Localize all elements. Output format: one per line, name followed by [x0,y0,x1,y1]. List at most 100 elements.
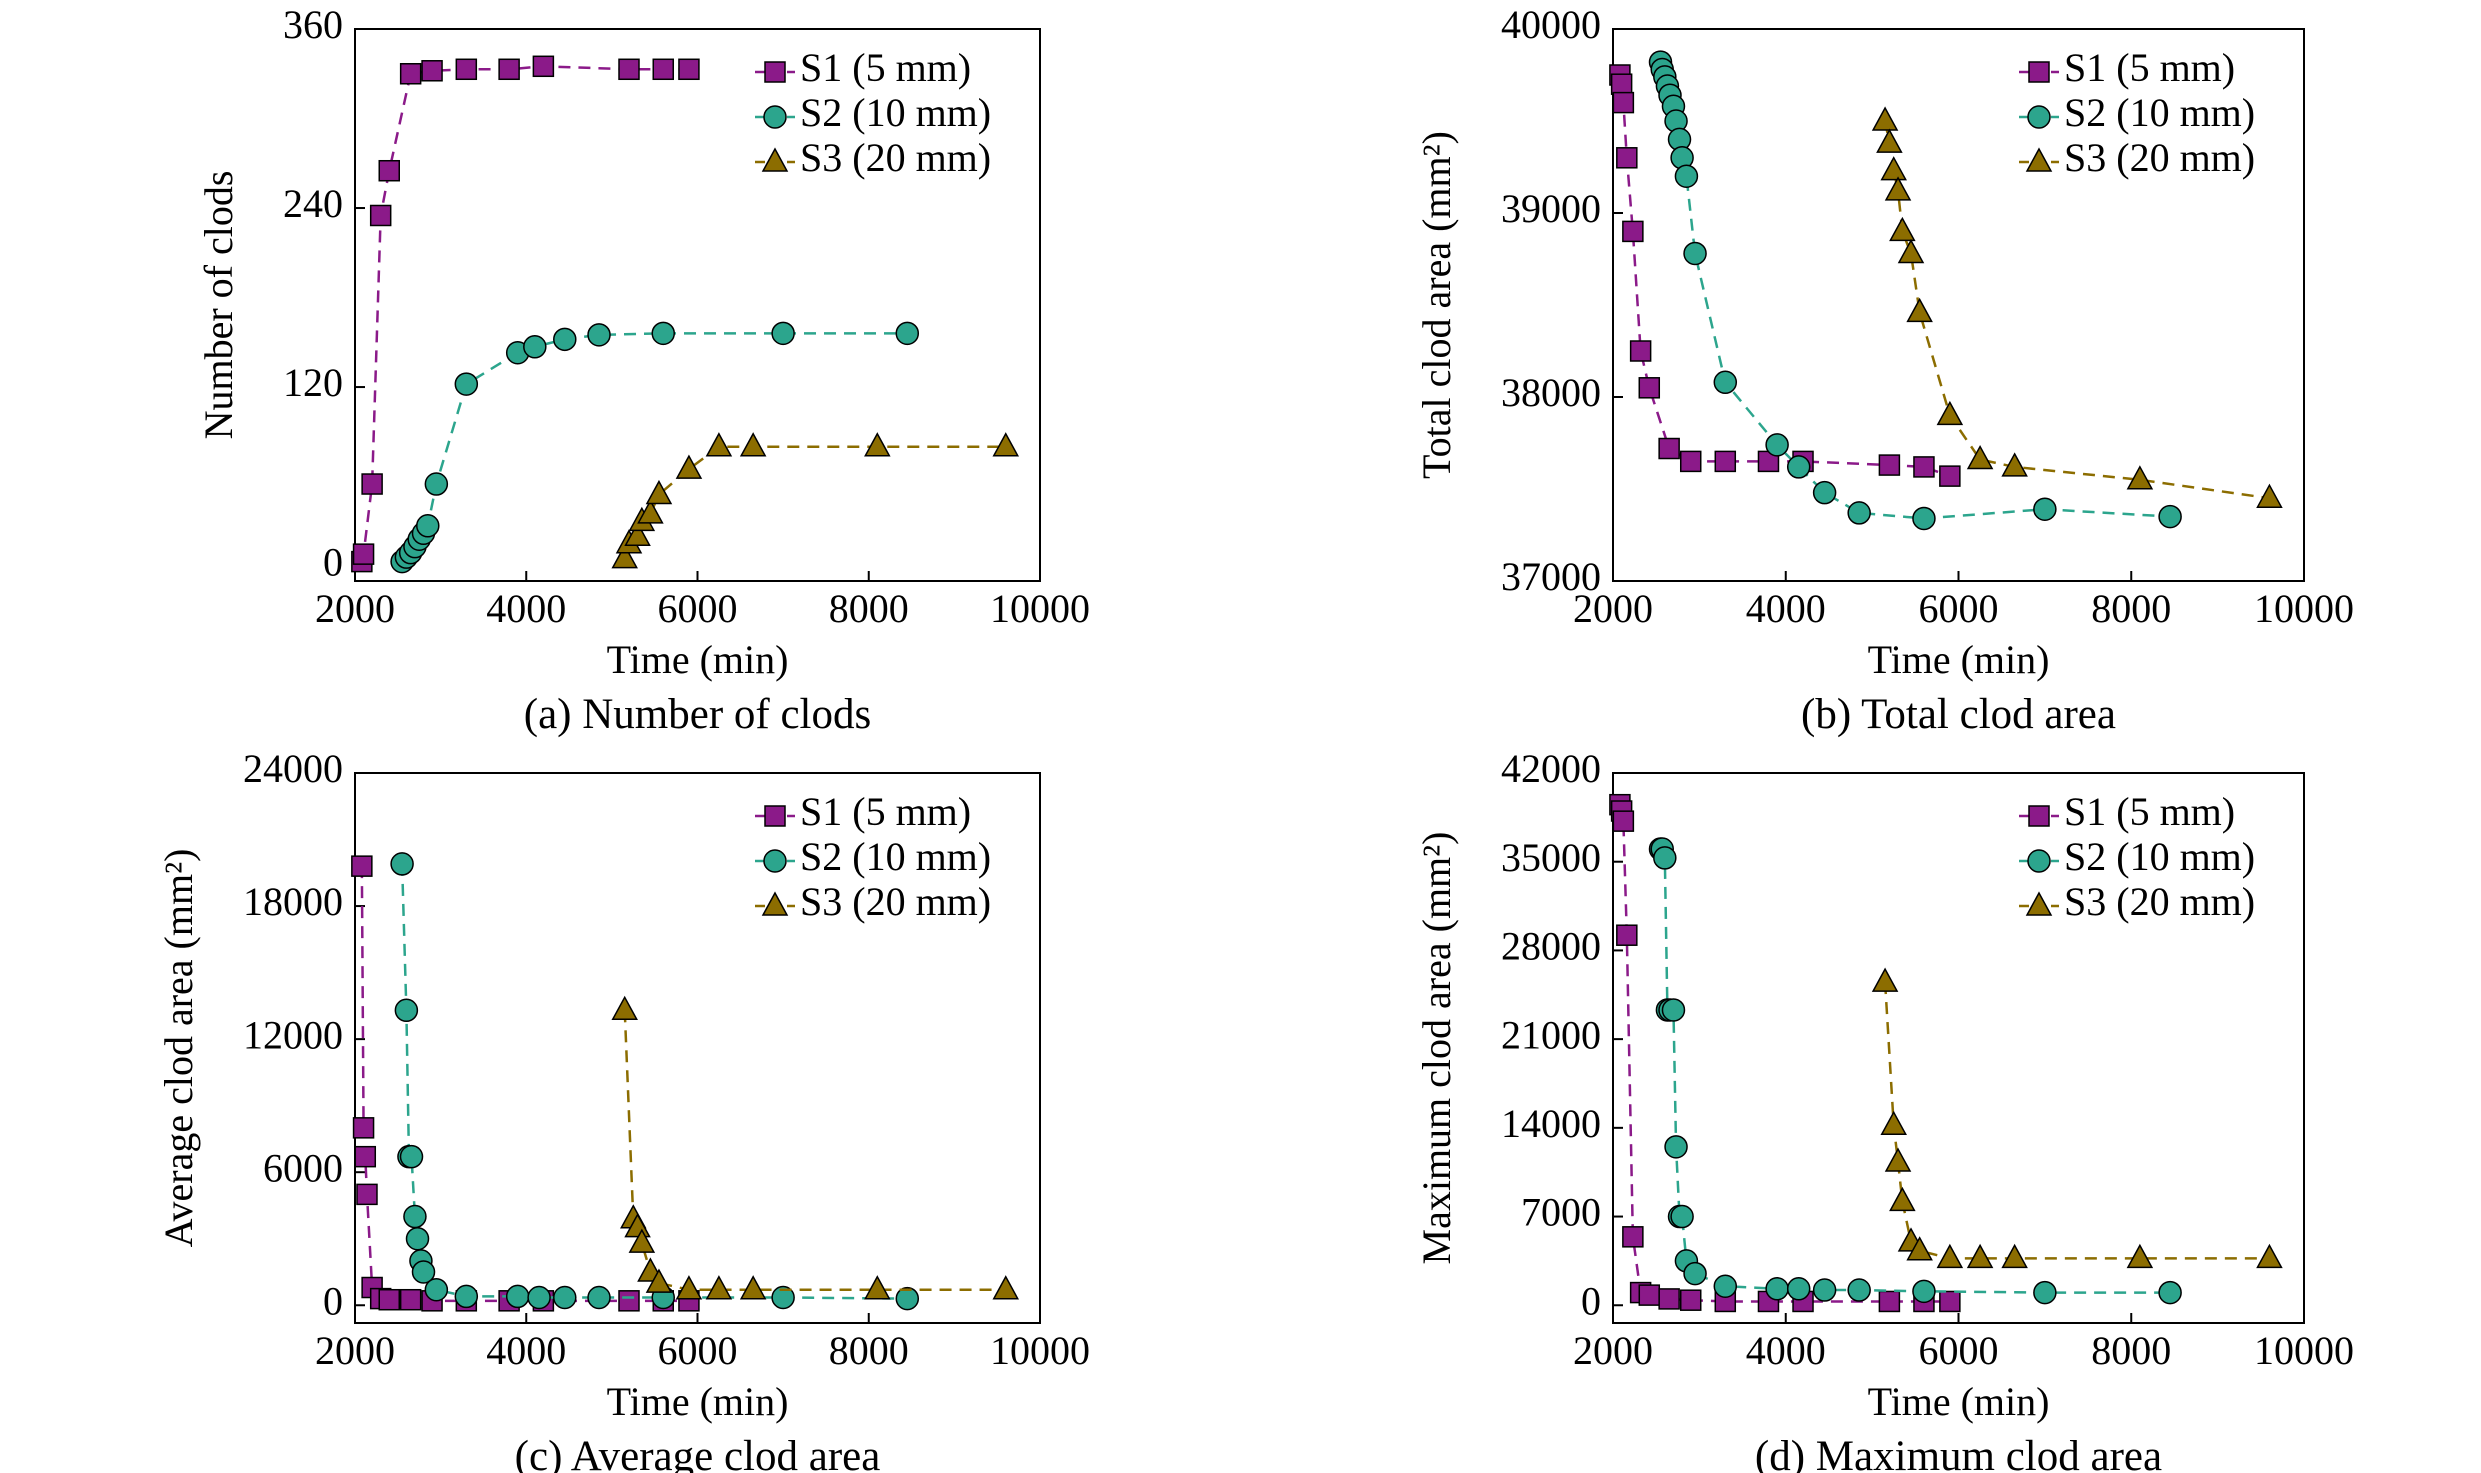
marker-circle [424,472,449,496]
panel-caption: (d) Maximum clod area [1755,1433,2162,1473]
marker-circle [771,1285,795,1310]
marker-circle [1765,1277,1789,1301]
legend-label: S1 (5 mm) [800,789,971,834]
x-axis-label: Time (min) [607,1379,789,1424]
marker-square [1913,456,1935,478]
marker-square [1616,147,1638,169]
marker-triangle [1906,1236,1933,1261]
panel-caption: (a) Number of clods [524,691,871,738]
marker-circle [1812,1278,1837,1302]
legend-marker [2025,891,2053,916]
marker-triangle [739,432,767,457]
marker-circle [1847,1278,1871,1302]
marker-triangle [2256,483,2283,508]
marker-square [351,855,373,877]
legend-label: S1 (5 mm) [2064,45,2235,90]
marker-circle [553,1285,577,1310]
marker-circle [1661,998,1686,1022]
x-tick-label: 4000 [1746,586,1826,631]
marker-square [652,58,674,81]
marker-circle [1912,1279,1936,1304]
marker-triangle [1880,1110,1907,1136]
marker-square [1638,1284,1661,1306]
legend-label: S2 (10 mm) [800,90,991,135]
y-tick-label: 0 [323,1278,343,1323]
x-tick-label: 10000 [990,586,1090,631]
x-tick-label: 6000 [658,586,738,631]
y-tick-label: 6000 [263,1145,343,1190]
series-line [401,332,908,563]
marker-circle [527,1285,551,1310]
marker-circle [399,1144,424,1169]
marker-square [421,60,443,82]
x-tick-label: 2000 [1573,586,1653,631]
marker-triangle [628,1228,656,1253]
marker-triangle [1889,1186,1916,1212]
marker-circle [1912,506,1936,531]
legend-marker [763,105,787,129]
marker-circle [2033,1280,2057,1305]
marker-square [1878,1290,1901,1313]
marker-triangle [864,1275,891,1300]
marker-triangle [611,544,638,569]
marker-circle [553,327,577,352]
legend-label: S3 (20 mm) [800,879,991,924]
legend-marker [2028,805,2050,827]
marker-square [455,58,478,81]
marker-square [356,1183,378,1206]
series-line [1618,804,1950,1303]
y-tick-label: 28000 [1501,924,1601,969]
x-tick-label: 8000 [829,1328,909,1373]
marker-triangle [1897,238,1925,264]
marker-circle [424,1277,449,1302]
legend-marker [2028,61,2050,83]
y-tick-label: 14000 [1501,1101,1601,1146]
x-tick-label: 8000 [2091,586,2171,631]
marker-circle [1683,1261,1707,1286]
legend-marker [2027,849,2051,873]
y-axis-label: Number of clods [196,171,241,440]
x-tick-label: 8000 [2091,1328,2171,1373]
marker-square [1622,220,1644,243]
marker-triangle [1880,156,1907,181]
legend-label: S3 (20 mm) [2064,879,2255,924]
marker-triangle [992,1275,1020,1300]
marker-circle [2033,497,2057,521]
marker-circle [771,321,795,346]
marker-circle [587,1285,611,1310]
marker-triangle [611,995,638,1021]
y-tick-label: 12000 [243,1012,343,1057]
y-tick-label: 42000 [1501,746,1601,791]
marker-circle [1713,370,1738,395]
marker-circle [895,1286,920,1311]
y-tick-label: 18000 [243,879,343,924]
series-line [400,863,908,1300]
marker-triangle [637,499,664,524]
panel-caption: (c) Average clod area [515,1433,881,1473]
x-tick-label: 2000 [1573,1328,1653,1373]
x-axis-label: Time (min) [1868,1379,2050,1424]
marker-triangle [2001,452,2028,477]
x-tick-label: 2000 [315,586,395,631]
marker-triangle [1936,1243,1964,1269]
marker-square [354,1145,377,1168]
marker-circle [394,998,419,1023]
x-tick-label: 8000 [829,586,909,631]
marker-square [361,473,383,495]
marker-triangle [2126,1243,2154,1269]
legend-label: S2 (10 mm) [2064,834,2255,879]
x-tick-label: 4000 [1746,1328,1826,1373]
legend-marker [761,891,789,916]
y-tick-label: 240 [283,181,343,226]
marker-square [1622,1226,1644,1248]
y-axis-label: Average clod area (mm²) [156,849,201,1248]
marker-circle [895,321,920,346]
marker-square [532,55,555,78]
marker-square [1610,73,1633,95]
marker-triangle [1936,400,1964,426]
x-axis-label: Time (min) [1868,637,2050,682]
marker-circle [1786,1277,1811,1301]
marker-triangle [2126,465,2154,490]
x-tick-label: 10000 [2254,586,2354,631]
